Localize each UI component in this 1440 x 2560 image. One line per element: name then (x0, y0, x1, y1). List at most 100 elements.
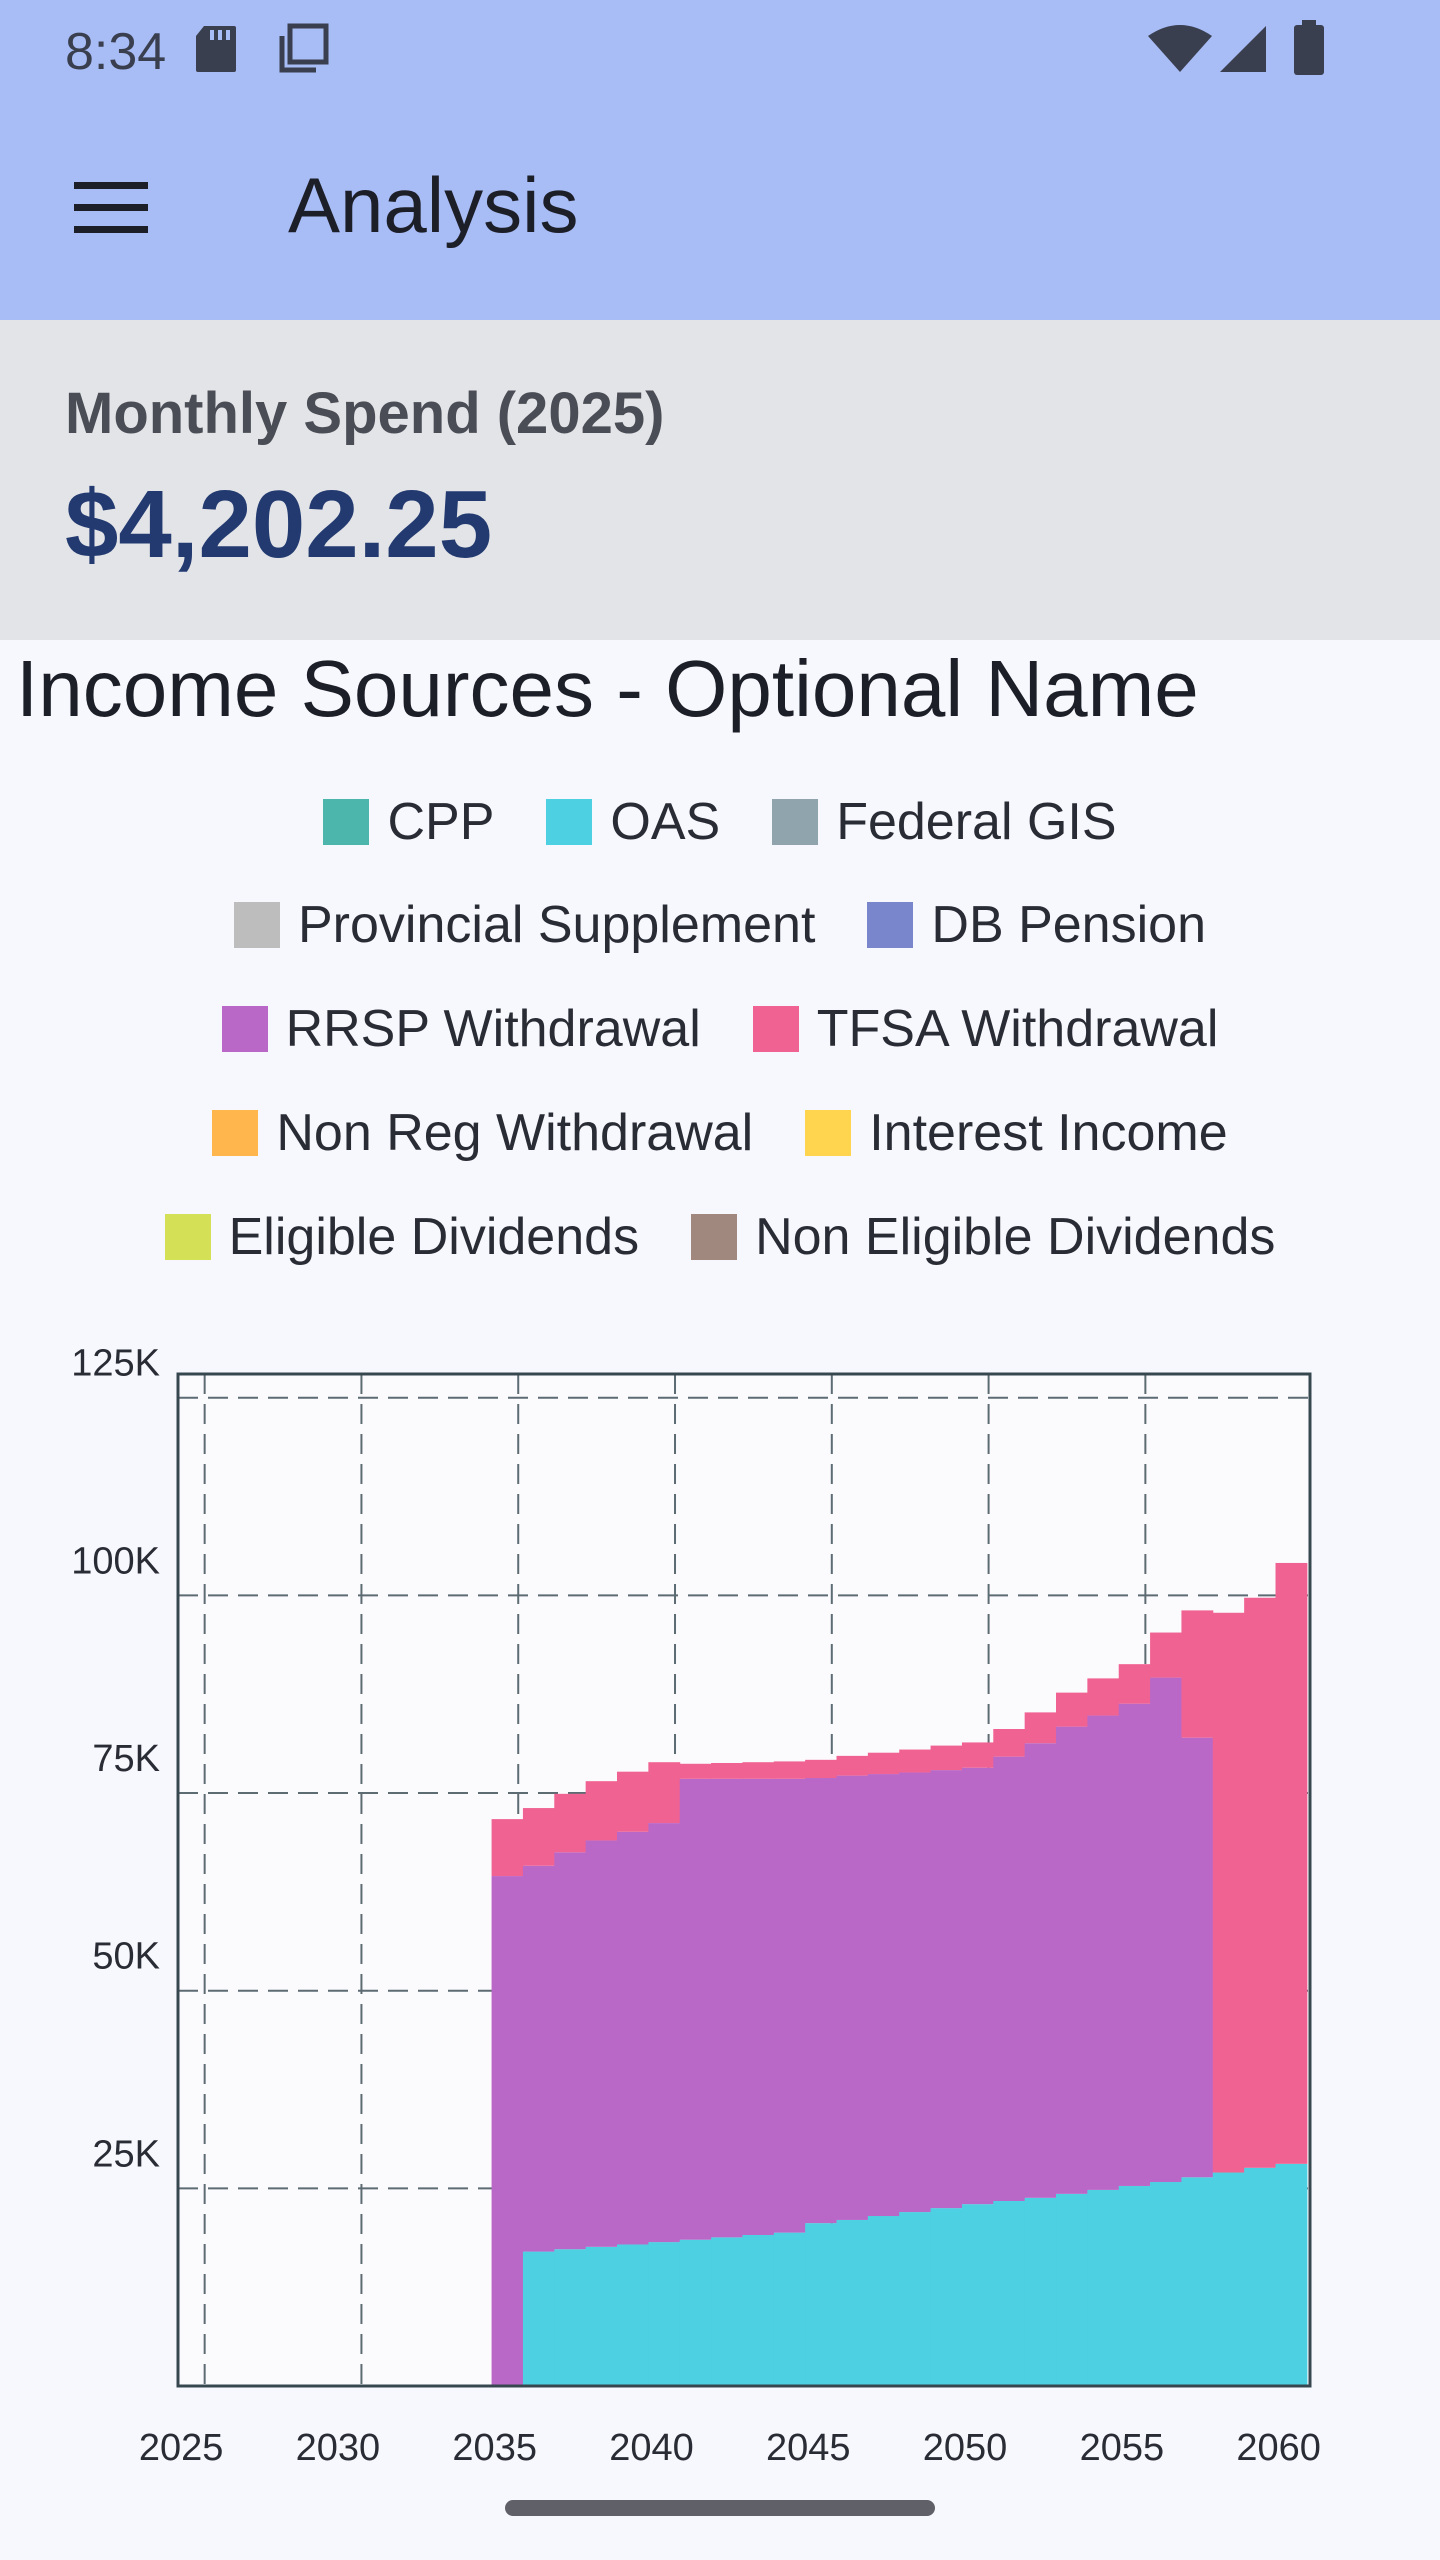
bar-segment-oas (522, 2251, 555, 2386)
bar-segment-rrsp-withdrawal (742, 1778, 775, 2235)
y-tick-label: 50K (92, 1936, 160, 1978)
legend-label: DB Pension (931, 896, 1206, 954)
bar-segment-tfsa-withdrawal (1056, 1692, 1088, 1727)
legend-row: Non Reg Withdrawal Interest Income (0, 1098, 1440, 1168)
bar-segment-rrsp-withdrawal (648, 1823, 681, 2243)
bar-segment-tfsa-withdrawal (711, 1762, 743, 1779)
bar-segment-oas (617, 2244, 649, 2386)
signal-icon (1220, 26, 1266, 72)
legend-swatch (546, 799, 593, 845)
hamburger-menu-icon[interactable] (70, 178, 152, 238)
home-indicator[interactable] (505, 2500, 935, 2516)
legend-label: CPP (387, 793, 495, 851)
bar-segment-rrsp-withdrawal (961, 1767, 994, 2205)
sd-card-icon (196, 26, 236, 72)
bar-segment-oas (867, 2216, 900, 2386)
legend-item[interactable]: DB Pension (867, 895, 1206, 955)
bar-segment-rrsp-withdrawal (491, 1876, 524, 2386)
y-tick-label: 100K (71, 1540, 160, 1582)
bar-segment-oas (1056, 2193, 1088, 2386)
bar-segment-rrsp-withdrawal (711, 1778, 743, 2238)
app-bar (0, 96, 1440, 320)
bar-segment-tfsa-withdrawal (1087, 1678, 1120, 1716)
bar-segment-oas (585, 2246, 618, 2386)
plot-frame (176, 1372, 1312, 2388)
legend-item[interactable]: Non Eligible Dividends (691, 1207, 1275, 1267)
bar-segment-tfsa-withdrawal (617, 1771, 649, 1832)
page-title: Analysis (288, 161, 579, 249)
legend-row: Eligible Dividends Non Eligible Dividends (0, 1202, 1440, 1272)
bar-segment-oas (1275, 2163, 1308, 2386)
y-tick-label: 25K (92, 2133, 160, 2175)
legend-item[interactable]: Provincial Supplement (234, 895, 815, 955)
x-tick-label: 2045 (766, 2427, 851, 2469)
bar-segment-tfsa-withdrawal (961, 1742, 994, 1768)
bar-segment-tfsa-withdrawal (585, 1781, 618, 1841)
status-bar: 8:34 (0, 0, 1440, 96)
legend-label: TFSA Withdrawal (816, 1000, 1219, 1058)
chart-title: Income Sources - Optional Name (16, 644, 1199, 733)
bar-segment-rrsp-withdrawal (1181, 1737, 1214, 2178)
legend-item[interactable]: Non Reg Withdrawal (212, 1103, 753, 1163)
bar-segment-tfsa-withdrawal (773, 1761, 806, 1779)
bar-segment-oas (679, 2239, 712, 2386)
x-tick-label: 2025 (139, 2427, 224, 2469)
bar-segment-oas (648, 2242, 681, 2386)
legend-swatch (323, 799, 370, 845)
battery-icon (1294, 20, 1324, 75)
legend-item[interactable]: RRSP Withdrawal (221, 999, 701, 1059)
legend-label: Non Reg Withdrawal (276, 1104, 754, 1162)
bar-segment-tfsa-withdrawal (899, 1749, 932, 1773)
bar-segment-oas (711, 2237, 743, 2386)
bar-segment-rrsp-withdrawal (554, 1852, 587, 2250)
bar-segment-tfsa-withdrawal (993, 1728, 1026, 1757)
x-tick-label: 2030 (296, 2427, 381, 2469)
legend-swatch (212, 1110, 259, 1156)
bar-segment-rrsp-withdrawal (773, 1778, 806, 2233)
legend-swatch (234, 902, 280, 948)
bar-segment-rrsp-withdrawal (805, 1778, 838, 2224)
bar-segment-oas (993, 2200, 1026, 2386)
bar-segment-rrsp-withdrawal (930, 1770, 963, 2209)
legend-item[interactable]: Interest Income (805, 1103, 1228, 1163)
bar-segment-rrsp-withdrawal (899, 1772, 932, 2213)
bar-segment-oas (805, 2223, 838, 2386)
bar-segment-tfsa-withdrawal (679, 1763, 712, 1779)
bar-segment-rrsp-withdrawal (1118, 1703, 1151, 2186)
bar-segment-tfsa-withdrawal (1118, 1664, 1151, 1704)
legend-row: RRSP Withdrawal TFSA Withdrawal (0, 994, 1440, 1064)
y-tick-label: 125K (71, 1343, 160, 1385)
bar-segment-oas (773, 2232, 806, 2386)
bar-segment-oas (742, 2234, 775, 2386)
status-time: 8:34 (65, 23, 167, 81)
legend-swatch (752, 1006, 799, 1052)
legend-row: CPP OAS Federal GIS (0, 787, 1440, 857)
legend-label: Federal GIS (836, 793, 1117, 851)
y-tick-label: 75K (92, 1738, 160, 1780)
bar-segment-tfsa-withdrawal (742, 1762, 775, 1779)
legend-swatch (867, 902, 914, 948)
legend-swatch (772, 799, 819, 845)
bar-segment-oas (899, 2212, 932, 2386)
bar-segment-tfsa-withdrawal (1275, 1562, 1308, 2164)
bar-segment-rrsp-withdrawal (679, 1778, 712, 2240)
copy-icon (279, 23, 329, 73)
legend-item[interactable]: CPP (323, 792, 494, 852)
x-tick-label: 2060 (1236, 2427, 1321, 2469)
legend-item[interactable]: TFSA Withdrawal (752, 999, 1219, 1059)
legend-label: Provincial Supplement (298, 896, 816, 954)
bar-segment-oas (1244, 2167, 1277, 2386)
bar-segment-oas (1118, 2185, 1151, 2386)
legend-label: OAS (610, 793, 721, 851)
bar-segment-oas (1150, 2182, 1182, 2386)
legend-item[interactable]: OAS (546, 792, 720, 852)
x-tick-label: 2055 (1080, 2427, 1165, 2469)
bar-segment-oas (836, 2219, 869, 2386)
monthly-spend-label: Monthly Spend (2025) (65, 381, 665, 446)
bar-segment-rrsp-withdrawal (522, 1865, 555, 2252)
x-tick-label: 2035 (452, 2427, 537, 2469)
legend-item[interactable]: Eligible Dividends (164, 1207, 639, 1267)
bar-segment-tfsa-withdrawal (836, 1755, 869, 1776)
legend-item[interactable]: Federal GIS (772, 792, 1117, 852)
bar-segment-oas (1212, 2172, 1245, 2386)
